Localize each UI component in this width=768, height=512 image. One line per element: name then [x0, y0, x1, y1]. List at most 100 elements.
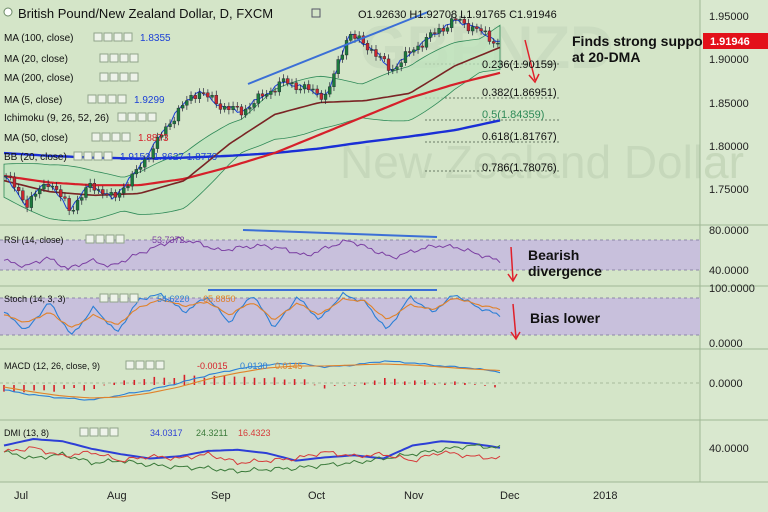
stoch-tick-1: 0.0000: [709, 338, 743, 350]
macd-signal-line: [3, 363, 501, 399]
indicator-label: MA (200, close): [4, 73, 73, 84]
indicator-control-button[interactable]: [119, 72, 129, 82]
indicator-control-button[interactable]: [117, 112, 127, 122]
current-price-label: 1.91946: [710, 36, 750, 48]
macd-hist-bar: [23, 385, 25, 393]
stoch-controls[interactable]: [99, 293, 139, 303]
rsi-line: [3, 236, 501, 271]
panel-control-button[interactable]: [145, 360, 155, 370]
title-settings-icon[interactable]: [311, 8, 321, 18]
indicator-control-button[interactable]: [73, 151, 83, 161]
candle: [214, 94, 218, 104]
candle: [462, 19, 466, 24]
indicator-control-button[interactable]: [113, 32, 123, 42]
indicator-control-button[interactable]: [87, 94, 97, 104]
indicator-control-button[interactable]: [107, 94, 117, 104]
x-tick-oct: Oct: [308, 490, 325, 502]
arrow-divergence: [510, 246, 514, 281]
candle: [38, 188, 42, 195]
rsi-label: RSI (14, close): [4, 235, 64, 245]
panel-control-button[interactable]: [115, 234, 125, 244]
x-tick-2018: 2018: [593, 490, 617, 502]
indicator-control-button[interactable]: [99, 53, 109, 63]
candle: [67, 198, 71, 211]
indicator-control-button[interactable]: [117, 94, 127, 104]
panel-control-button[interactable]: [109, 293, 119, 303]
candle: [454, 18, 458, 21]
candle: [101, 189, 105, 195]
indicator-control-button[interactable]: [99, 72, 109, 82]
rsi-controls[interactable]: [85, 234, 125, 244]
panel-control-button[interactable]: [129, 293, 139, 303]
trendline-price-higher-highs: [247, 11, 429, 85]
indicator-value: 1.9153 1.8627 1.8779: [120, 152, 218, 163]
indicator-control-button[interactable]: [127, 112, 137, 122]
candle: [130, 173, 134, 187]
candle: [8, 175, 12, 178]
indicator-rows: MA (100, close) 1.8355 MA (20, close) MA (2…: [4, 32, 218, 163]
macd-hist-bar: [303, 379, 306, 385]
candle: [424, 37, 429, 48]
panel-control-button[interactable]: [85, 234, 95, 244]
panel-control-button[interactable]: [99, 293, 109, 303]
indicator-control-button[interactable]: [123, 32, 133, 42]
panel-control-button[interactable]: [89, 427, 99, 437]
panel-control-button[interactable]: [99, 427, 109, 437]
indicator-control-button[interactable]: [103, 32, 113, 42]
indicator-control-button[interactable]: [109, 72, 119, 82]
candle: [441, 28, 445, 32]
candle: [4, 175, 8, 178]
candle: [151, 148, 155, 159]
candle: [311, 88, 315, 91]
indicator-control-button[interactable]: [119, 53, 129, 63]
macd-hist-bar: [203, 377, 206, 385]
indicator-control-button[interactable]: [111, 132, 121, 142]
candle: [164, 126, 168, 136]
indicator-control-button[interactable]: [93, 151, 103, 161]
indicator-control-button[interactable]: [137, 112, 147, 122]
candle: [437, 28, 441, 34]
panel-control-button[interactable]: [125, 360, 135, 370]
panel-control-button[interactable]: [135, 360, 145, 370]
candle: [386, 58, 391, 71]
macd-label: MACD (12, 26, close, 9): [4, 361, 100, 371]
indicator-control-button[interactable]: [121, 132, 131, 142]
dmi-controls[interactable]: [79, 427, 119, 437]
panel-control-button[interactable]: [109, 427, 119, 437]
stoch-label: Stoch (14, 3, 3): [4, 294, 66, 304]
macd-hist-bar: [333, 385, 336, 386]
panel-control-button[interactable]: [119, 293, 129, 303]
candle: [252, 103, 256, 108]
stoch-tick-0: 100.0000: [709, 283, 755, 295]
indicator-control-button[interactable]: [129, 72, 139, 82]
indicator-label: Ichimoku (9, 26, 52, 26): [4, 113, 109, 124]
stoch-d-value: 65.8850: [203, 294, 236, 304]
indicator-control-button[interactable]: [109, 53, 119, 63]
fib-label-0618: 0.618(1.81767): [482, 131, 557, 143]
macd-hist-bar: [183, 374, 186, 385]
candle: [155, 136, 160, 149]
macd-hist-bar: [424, 380, 426, 385]
candle: [378, 56, 382, 58]
panel-control-button[interactable]: [79, 427, 89, 437]
panel-control-button[interactable]: [105, 234, 115, 244]
trendline-rsi-lower-highs: [242, 229, 438, 238]
macd-controls[interactable]: [125, 360, 165, 370]
indicator-control-button[interactable]: [129, 53, 139, 63]
indicator-control-button[interactable]: [97, 94, 107, 104]
indicator-control-button[interactable]: [93, 32, 103, 42]
indicator-control-button[interactable]: [103, 151, 113, 161]
indicator-control-button[interactable]: [83, 151, 93, 161]
candle: [399, 62, 403, 68]
indicator-control-button[interactable]: [147, 112, 157, 122]
candle: [185, 100, 189, 106]
collapse-legend-icon[interactable]: [3, 7, 13, 17]
candle: [143, 158, 147, 168]
candle: [29, 196, 33, 208]
indicator-control-button[interactable]: [101, 132, 111, 142]
indicator-control-button[interactable]: [91, 132, 101, 142]
rsi-value: 53.7372: [152, 235, 185, 245]
panel-control-button[interactable]: [155, 360, 165, 370]
panel-control-button[interactable]: [95, 234, 105, 244]
